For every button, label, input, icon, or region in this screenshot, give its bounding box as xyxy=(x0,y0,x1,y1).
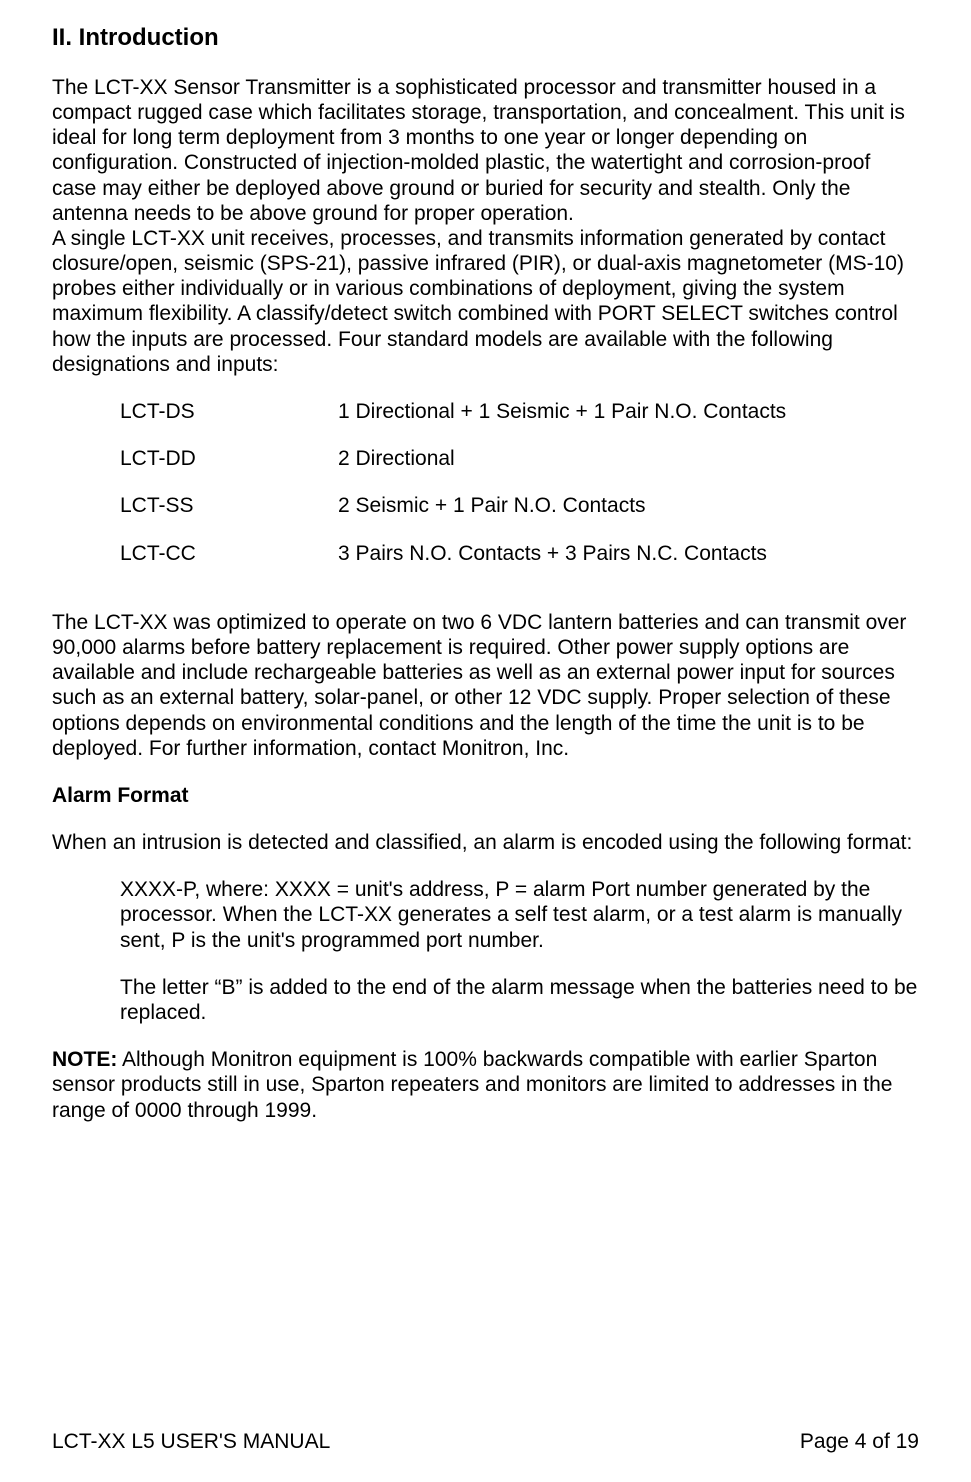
model-desc: 2 Directional xyxy=(338,446,919,471)
alarm-format-intro: When an intrusion is detected and classi… xyxy=(52,830,919,855)
page-footer: LCT-XX L5 USER'S MANUAL Page 4 of 19 xyxy=(52,1429,919,1454)
model-row: LCT-DS 1 Directional + 1 Seismic + 1 Pai… xyxy=(52,399,919,424)
note-text: Although Monitron equipment is 100% back… xyxy=(52,1048,892,1121)
alarm-format-detail-1: XXXX-P, where: XXXX = unit's address, P … xyxy=(52,877,919,953)
note-block: NOTE: Although Monitron equipment is 100… xyxy=(52,1047,919,1123)
model-row: LCT-DD 2 Directional xyxy=(52,446,919,471)
power-paragraph: The LCT-XX was optimized to operate on t… xyxy=(52,610,919,761)
models-list: LCT-DS 1 Directional + 1 Seismic + 1 Pai… xyxy=(52,399,919,566)
model-code: LCT-DD xyxy=(120,446,338,471)
note-label: NOTE: xyxy=(52,1048,117,1071)
model-code: LCT-CC xyxy=(120,541,338,566)
alarm-format-detail-2: The letter “B” is added to the end of th… xyxy=(52,975,919,1025)
model-desc: 2 Seismic + 1 Pair N.O. Contacts xyxy=(338,493,919,518)
intro-paragraph-1: The LCT-XX Sensor Transmitter is a sophi… xyxy=(52,75,919,226)
model-desc: 3 Pairs N.O. Contacts + 3 Pairs N.C. Con… xyxy=(338,541,919,566)
model-code: LCT-SS xyxy=(120,493,338,518)
footer-left: LCT-XX L5 USER'S MANUAL xyxy=(52,1429,330,1454)
model-code: LCT-DS xyxy=(120,399,338,424)
model-row: LCT-SS 2 Seismic + 1 Pair N.O. Contacts xyxy=(52,493,919,518)
intro-paragraph-2: A single LCT-XX unit receives, processes… xyxy=(52,226,919,377)
footer-right: Page 4 of 19 xyxy=(800,1429,919,1454)
section-heading: II. Introduction xyxy=(52,24,919,53)
model-row: LCT-CC 3 Pairs N.O. Contacts + 3 Pairs N… xyxy=(52,541,919,566)
model-desc: 1 Directional + 1 Seismic + 1 Pair N.O. … xyxy=(338,399,919,424)
alarm-format-heading: Alarm Format xyxy=(52,783,919,808)
